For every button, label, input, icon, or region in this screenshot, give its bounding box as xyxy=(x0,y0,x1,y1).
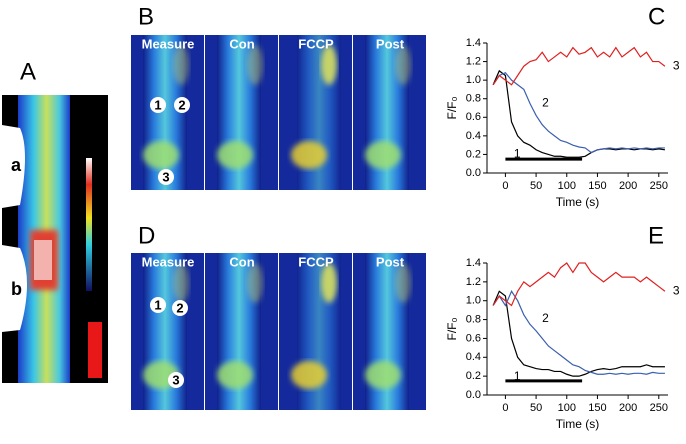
condition-label: Post xyxy=(376,36,405,51)
series-label: 2 xyxy=(542,96,549,110)
series-line xyxy=(492,46,666,86)
hotspot xyxy=(395,263,411,303)
series-label: 3 xyxy=(673,58,680,72)
x-tick-label: 250 xyxy=(650,180,668,192)
roi-marker xyxy=(158,169,174,185)
y-tick-label: 1.0 xyxy=(466,74,481,86)
roi-marker xyxy=(172,300,188,316)
y-tick-label: 1.2 xyxy=(466,276,481,288)
x-tick-label: 100 xyxy=(558,180,576,192)
y-tick-label: 0.8 xyxy=(466,93,481,105)
y-tick-label: 0.0 xyxy=(466,167,481,179)
x-axis-label: Time (s) xyxy=(556,195,600,209)
panel-label: C xyxy=(648,3,665,30)
y-tick-label: 0.2 xyxy=(466,370,481,382)
y-tick-label: 0.0 xyxy=(466,389,481,401)
hotspot xyxy=(365,141,401,169)
hotspot xyxy=(291,361,327,389)
panel-label: A xyxy=(20,58,36,85)
hotspot xyxy=(395,45,411,85)
condition-label: FCCP xyxy=(298,254,334,269)
hotspot xyxy=(321,263,337,303)
y-tick-label: 0.4 xyxy=(466,130,481,142)
series-line xyxy=(492,290,665,377)
region-label: b xyxy=(11,279,22,299)
x-tick-label: 200 xyxy=(619,180,637,192)
panel-label: D xyxy=(138,222,155,249)
hotspot xyxy=(217,361,253,389)
condition-label: FCCP xyxy=(298,36,334,51)
series-label: 1 xyxy=(514,147,521,161)
hotspot xyxy=(173,45,189,85)
series-line xyxy=(492,262,666,307)
y-axis-label: F/F₀ xyxy=(445,96,459,119)
hotspot xyxy=(247,45,263,85)
roi-marker xyxy=(150,97,166,113)
y-tick-label: 1.4 xyxy=(466,257,481,269)
roi-marker xyxy=(150,297,166,313)
hotspot xyxy=(217,141,253,169)
hotspot xyxy=(291,141,327,169)
x-tick-label: 250 xyxy=(650,402,668,414)
hotspot xyxy=(173,263,189,303)
x-tick-label: 100 xyxy=(558,402,576,414)
x-tick-label: 50 xyxy=(530,402,542,414)
roi-marker xyxy=(174,97,190,113)
series-label: 3 xyxy=(673,283,680,297)
panel-a-image xyxy=(2,95,108,383)
roi-marker xyxy=(168,372,184,388)
series-label: 1 xyxy=(514,369,521,383)
series-line xyxy=(492,69,666,158)
x-axis-label: Time (s) xyxy=(556,417,600,431)
hotspot xyxy=(321,45,337,85)
hotspot xyxy=(365,361,401,389)
x-tick-label: 50 xyxy=(530,180,542,192)
condition-label: Post xyxy=(376,254,405,269)
y-tick-label: 0.4 xyxy=(466,351,481,363)
hotspot xyxy=(143,141,179,169)
x-tick-label: 0 xyxy=(502,402,508,414)
y-axis-label: F/F₀ xyxy=(445,317,459,340)
series-line xyxy=(492,290,665,375)
x-tick-label: 200 xyxy=(619,402,637,414)
series-label: 2 xyxy=(542,311,549,325)
roi-label: 1 xyxy=(154,97,161,112)
y-tick-label: 0.8 xyxy=(466,313,481,325)
x-tick-label: 150 xyxy=(588,180,606,192)
y-tick-label: 1.0 xyxy=(466,295,481,307)
x-tick-label: 0 xyxy=(502,180,508,192)
condition-label: Measure xyxy=(142,254,195,269)
x-tick-label: 150 xyxy=(588,402,606,414)
condition-label: Measure xyxy=(142,36,195,51)
charts: C0.00.20.40.60.81.01.21.40 50 100 150 200 250… xyxy=(445,3,680,431)
roi-label: 2 xyxy=(178,97,185,112)
roi-label: 2 xyxy=(176,300,183,315)
y-tick-label: 0.6 xyxy=(466,111,481,123)
roi-label: 3 xyxy=(172,372,179,387)
y-tick-label: 1.4 xyxy=(466,37,481,49)
condition-label: Con xyxy=(229,36,254,51)
roi-label: 1 xyxy=(154,297,161,312)
panel-label: E xyxy=(648,222,664,249)
condition-label: Con xyxy=(229,254,254,269)
y-tick-label: 1.2 xyxy=(466,55,481,67)
hotspot xyxy=(247,263,263,303)
panel-label: B xyxy=(138,3,154,30)
y-tick-label: 0.2 xyxy=(466,148,481,160)
roi-label: 3 xyxy=(162,169,169,184)
region-label: a xyxy=(11,155,22,175)
y-tick-label: 0.6 xyxy=(466,332,481,344)
series-line xyxy=(492,71,665,154)
